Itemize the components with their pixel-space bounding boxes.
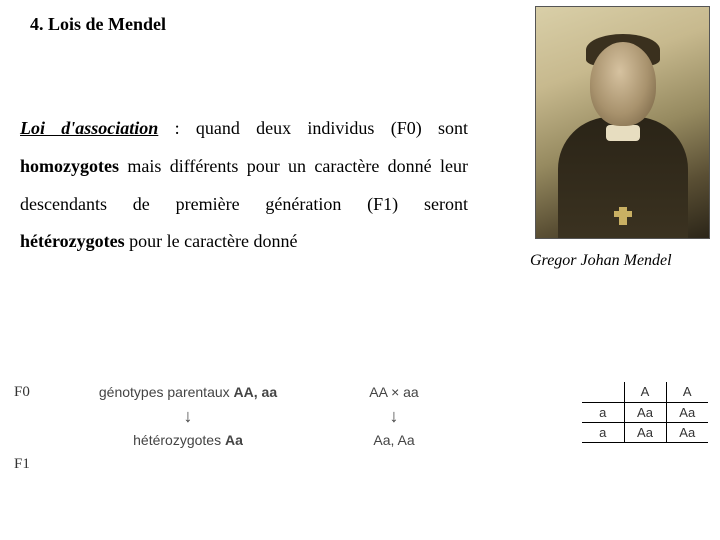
hetero-genotype: Aa <box>225 432 243 448</box>
punnett-cell: a <box>582 402 624 422</box>
para-bold1: homozygotes <box>20 156 119 176</box>
punnett-cell: A <box>624 382 666 402</box>
para-seg1: : quand deux individus (F0) sont <box>158 118 468 138</box>
cross-icon <box>619 207 627 225</box>
cross-diagram: F0 génotypes parentaux AA, aa AA × aa ↓ … <box>14 380 514 476</box>
table-row: A A <box>582 382 708 402</box>
table-row: a Aa Aa <box>582 402 708 422</box>
main-paragraph: Loi d'association : quand deux individus… <box>20 110 468 261</box>
offspring-genotypes: Aa, Aa <box>314 432 474 448</box>
section-title: 4. Lois de Mendel <box>30 14 166 35</box>
hetero-prefix: hétérozygotes <box>133 432 225 448</box>
mendel-portrait <box>535 6 710 239</box>
table-row: a Aa Aa <box>582 422 708 442</box>
portrait-caption: Gregor Johan Mendel <box>530 252 710 270</box>
law-term: Loi d'association <box>20 118 158 138</box>
para-seg3: pour le caractère donné <box>125 231 298 251</box>
gen1-label: F1 <box>14 456 62 473</box>
punnett-cell <box>582 382 624 402</box>
punnett-cell: a <box>582 422 624 442</box>
diagram-row-arrows: ↓ ↓ <box>14 404 514 428</box>
portrait-caption-text: Gregor Johan Mendel <box>530 252 672 269</box>
parent-genotypes-cell: génotypes parentaux AA, aa <box>62 384 314 400</box>
gen0-label: F0 <box>14 384 62 401</box>
portrait-head <box>590 42 656 126</box>
para-bold2: hétérozygotes <box>20 231 125 251</box>
punnett-cell: Aa <box>624 402 666 422</box>
punnett-square: A A a Aa Aa a Aa Aa <box>582 382 708 443</box>
punnett-cell: Aa <box>624 422 666 442</box>
punnett-cell: Aa <box>666 402 708 422</box>
hetero-cell: hétérozygotes Aa <box>62 432 314 448</box>
section-title-text: 4. Lois de Mendel <box>30 14 166 34</box>
arrow-down-icon: ↓ <box>62 407 314 425</box>
cross-notation: AA × aa <box>314 384 474 400</box>
punnett-cell: Aa <box>666 422 708 442</box>
parent-text-prefix: génotypes parentaux <box>99 384 234 400</box>
diagram-row-offspring: hétérozygotes Aa Aa, Aa <box>14 428 514 452</box>
diagram-row-f1label: F1 <box>14 452 514 476</box>
arrow-down-icon: ↓ <box>314 407 474 425</box>
portrait-collar <box>606 125 640 141</box>
punnett-cell: A <box>666 382 708 402</box>
diagram-row-parent: F0 génotypes parentaux AA, aa AA × aa <box>14 380 514 404</box>
parent-genotypes: AA, aa <box>234 384 278 400</box>
